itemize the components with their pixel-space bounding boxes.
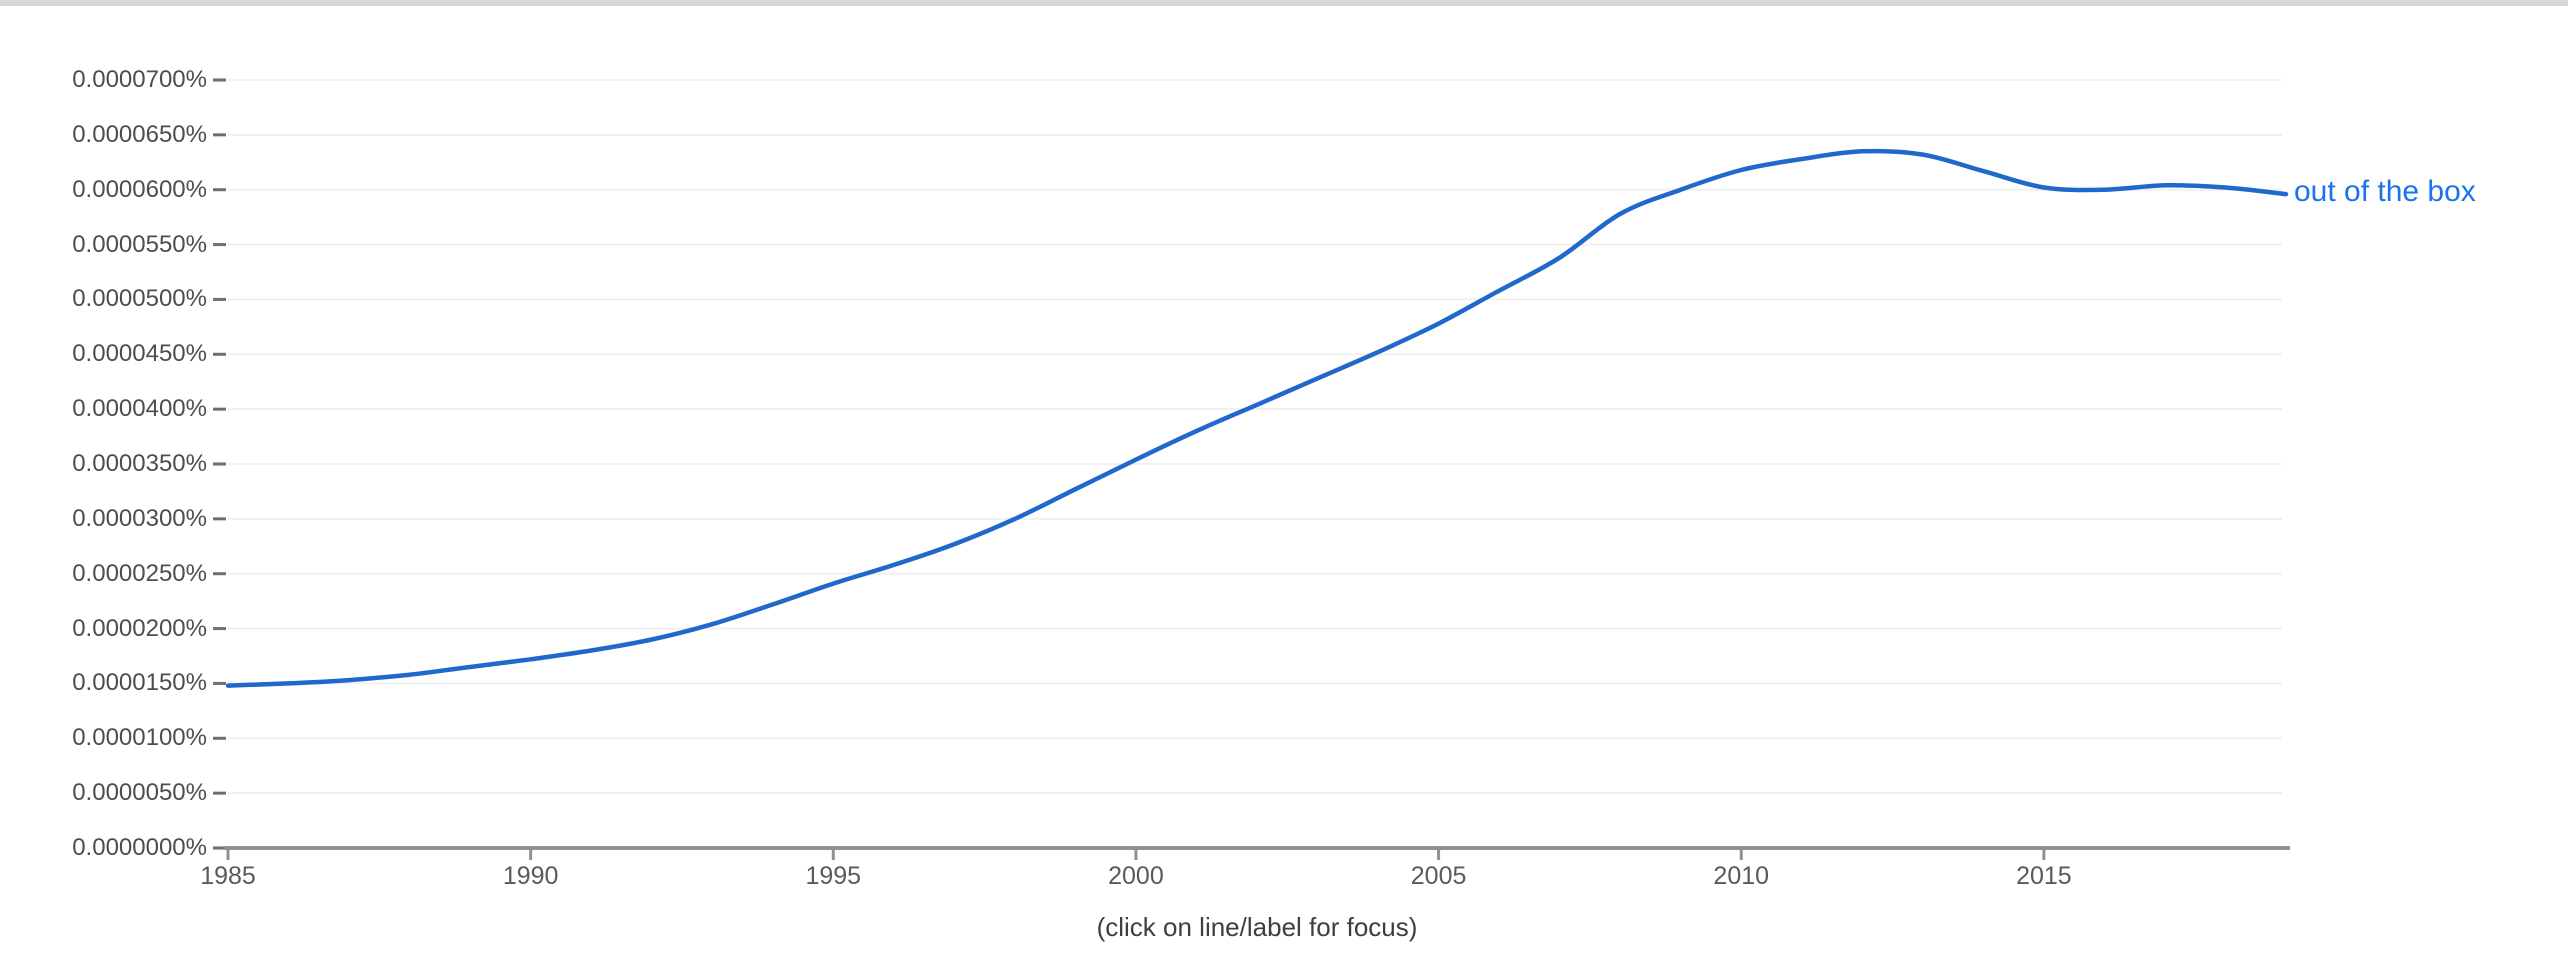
y-axis-label: 0.0000250% (72, 559, 207, 587)
chart-caption: (click on line/label for focus) (1096, 912, 1418, 942)
x-axis-label: 1985 (200, 862, 256, 890)
x-axis-label: 2015 (2016, 862, 2072, 890)
ngram-line-out-of-the-box[interactable] (225, 148, 2289, 688)
x-axis-label: 2010 (1713, 862, 1770, 890)
y-axis-label: 0.0000350% (72, 450, 207, 477)
y-axis-label: 0.0000500% (72, 285, 207, 313)
y-axis-label: 0.0000100% (72, 724, 207, 752)
y-axis-label: 0.0000400% (72, 395, 207, 423)
y-axis-label: 0.0000600% (72, 175, 207, 203)
y-axis-label: 0.0000550% (72, 230, 207, 258)
y-axis-label: 0.0000700% (72, 66, 207, 93)
x-axis-label: 2000 (1108, 862, 1164, 890)
x-axis-label: 2005 (1410, 862, 1467, 890)
y-axis-label: 0.0000000% (72, 834, 207, 861)
x-axis-label: 1995 (805, 862, 862, 890)
y-axis-label: 0.0000200% (72, 614, 207, 642)
x-axis-label: 1990 (502, 862, 559, 890)
y-axis-label: 0.0000150% (72, 669, 207, 697)
y-axis-label: 0.0000050% (72, 779, 207, 807)
y-axis-label: 0.0000450% (72, 340, 207, 368)
y-axis-label: 0.0000650% (72, 120, 207, 148)
series-label-out-of-the-box[interactable]: out of the box (2294, 175, 2476, 208)
top-divider (0, 0, 2568, 6)
y-axis-label: 0.0000300% (72, 504, 207, 532)
